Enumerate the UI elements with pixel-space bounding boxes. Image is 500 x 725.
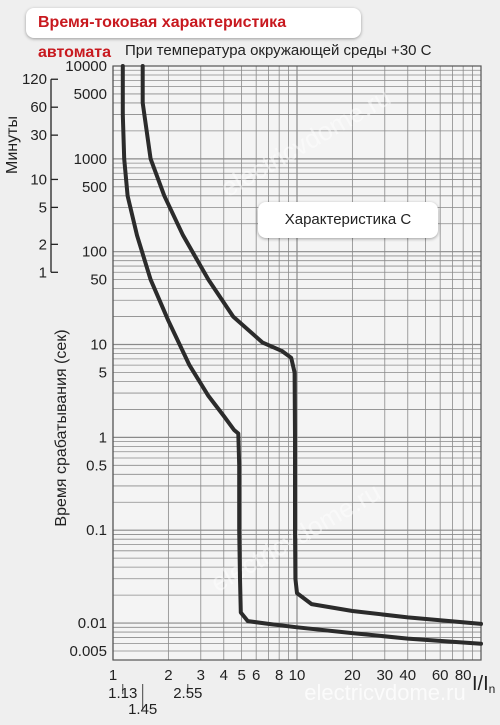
chart-subtitle: При температура окружающей среды +30 С: [125, 42, 432, 59]
minutes-tick-label: 2: [39, 236, 47, 253]
y-tick-label: 10000: [65, 58, 107, 75]
x-tick-label: 5: [237, 667, 245, 684]
x-tick-label: 2: [164, 667, 172, 684]
x-tick-label: 8: [275, 667, 283, 684]
plot-frame: [112, 65, 482, 661]
curve-lower-bound: [120, 64, 483, 646]
minutes-tick-label: 5: [39, 199, 47, 216]
x-tick-label: 1: [109, 667, 117, 684]
x-tick-label: 60: [432, 667, 449, 684]
y-tick-label: 50: [90, 272, 107, 289]
x-tick-label: 80: [455, 667, 472, 684]
minutes-tick-label: 1: [39, 264, 47, 281]
minutes-tick-label: 30: [30, 127, 47, 144]
x-extra-tick-label: 1.45: [128, 701, 157, 718]
y-tick-label: 1: [99, 429, 107, 446]
y-tick-label: 5000: [74, 86, 107, 103]
y-tick-label: 0.01: [78, 615, 107, 632]
x-tick-label: 30: [376, 667, 393, 684]
x-extra-tick-label: 2.55: [173, 685, 202, 702]
chart-title: Время-токовая характеристика автомата: [26, 8, 361, 61]
x-tick-label: 10: [289, 667, 306, 684]
minutes-tick-label: 120: [22, 71, 47, 88]
x-extra-tick-label: 1.13: [108, 685, 137, 702]
y-tick-label: 100: [82, 244, 107, 261]
minutes-axis-title: Минуты: [4, 116, 21, 174]
y-tick-label: 5: [99, 364, 107, 381]
x-tick-label: 6: [252, 667, 260, 684]
x-tick-label: 40: [399, 667, 416, 684]
x-tick-label: 4: [220, 667, 228, 684]
x-axis-title: I/In: [472, 673, 495, 696]
y-axis-title: Время срабатывания (сек): [53, 329, 70, 526]
axis-layer: 12345681020304060801.131.452.55100005000…: [22, 58, 472, 718]
curve-upper-bound: [140, 64, 483, 626]
watermark-bottom: electricvdome.ru: [304, 680, 465, 705]
x-tick-label: 3: [197, 667, 205, 684]
y-tick-label: 1000: [74, 151, 107, 168]
minutes-tick-label: 10: [30, 171, 47, 188]
legend-label: Характеристика С: [258, 202, 438, 238]
y-tick-label: 0.005: [69, 643, 107, 660]
y-tick-label: 0.5: [86, 457, 107, 474]
y-tick-label: 10: [90, 337, 107, 354]
curve-layer: [120, 64, 483, 646]
y-tick-label: 500: [82, 179, 107, 196]
x-tick-label: 20: [344, 667, 361, 684]
y-tick-label: 0.1: [86, 522, 107, 539]
minutes-tick-label: 60: [30, 99, 47, 116]
